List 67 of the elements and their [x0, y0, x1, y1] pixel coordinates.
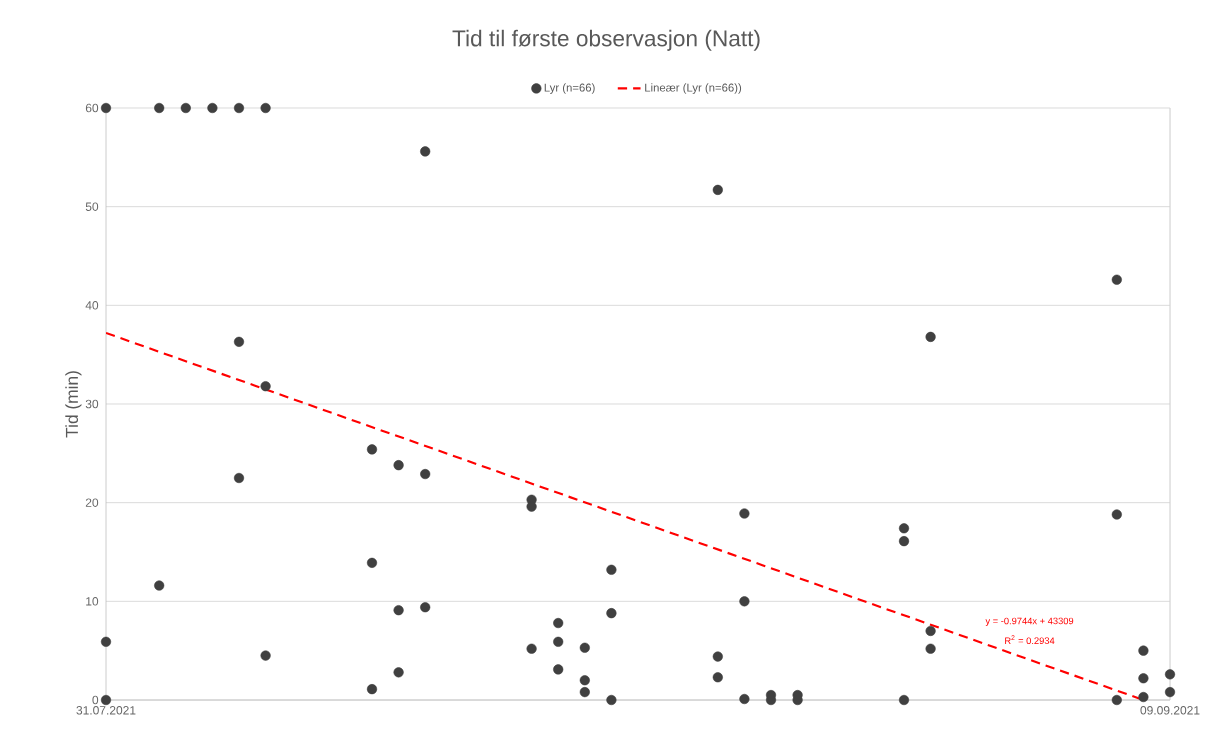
chart-title: Tid til første observasjon (Natt)	[452, 29, 760, 51]
point	[260, 650, 271, 661]
point	[1111, 694, 1122, 706]
point	[925, 625, 936, 637]
point	[1111, 274, 1122, 285]
point	[1164, 669, 1176, 680]
point	[712, 651, 723, 662]
point	[233, 336, 245, 347]
y-axis-title: Tid (min)	[65, 371, 82, 438]
point	[553, 636, 564, 647]
point	[526, 643, 537, 654]
point	[180, 102, 191, 114]
annotation: y = -0.9744x + 43309	[985, 617, 1074, 627]
point	[154, 580, 165, 591]
y-tick-label: 30	[85, 399, 99, 409]
point	[366, 444, 378, 455]
point	[233, 102, 245, 114]
annotation: R$^{2}$ = 0.2934	[1005, 635, 1055, 644]
point	[1138, 691, 1149, 703]
point	[579, 675, 590, 686]
point	[1111, 509, 1122, 520]
y-tick-label: 10	[86, 597, 99, 606]
point	[579, 642, 590, 653]
y-tick-label: 20	[85, 498, 99, 507]
point	[393, 460, 404, 471]
point	[739, 508, 750, 519]
point	[100, 636, 112, 647]
point	[739, 596, 750, 607]
point	[1138, 645, 1149, 656]
x-tick-label: 31.07.2021	[76, 706, 136, 715]
point	[420, 602, 431, 613]
point	[1164, 687, 1176, 698]
x-tick-label: 09.09.2021	[1140, 706, 1200, 715]
point	[420, 146, 431, 157]
point	[233, 472, 245, 484]
point	[606, 564, 617, 575]
point	[606, 694, 617, 706]
legend-label: Lyr (n=66)	[544, 83, 595, 94]
point	[1138, 673, 1149, 684]
point	[898, 694, 910, 706]
y-tick-label: 0	[92, 695, 99, 705]
point	[579, 687, 590, 698]
point	[260, 102, 271, 114]
point	[207, 102, 218, 114]
point	[393, 605, 404, 616]
point	[366, 557, 378, 568]
point	[154, 102, 165, 114]
point	[393, 667, 404, 678]
y-tick-label: 50	[85, 202, 99, 211]
y-tick-label: 60	[85, 103, 99, 113]
point	[925, 331, 936, 342]
point	[925, 643, 936, 654]
point	[606, 608, 617, 619]
point	[712, 672, 723, 683]
y-tick-label: 40	[85, 301, 99, 310]
point	[553, 617, 564, 629]
point	[898, 523, 910, 534]
point	[712, 184, 723, 195]
legend-label: Lineær (Lyr (n=66))	[645, 83, 742, 94]
point	[100, 694, 112, 706]
point	[260, 381, 271, 392]
point	[420, 468, 431, 480]
point	[739, 693, 750, 705]
point	[100, 102, 112, 114]
point	[366, 684, 378, 695]
point	[898, 536, 910, 547]
point	[553, 664, 564, 675]
